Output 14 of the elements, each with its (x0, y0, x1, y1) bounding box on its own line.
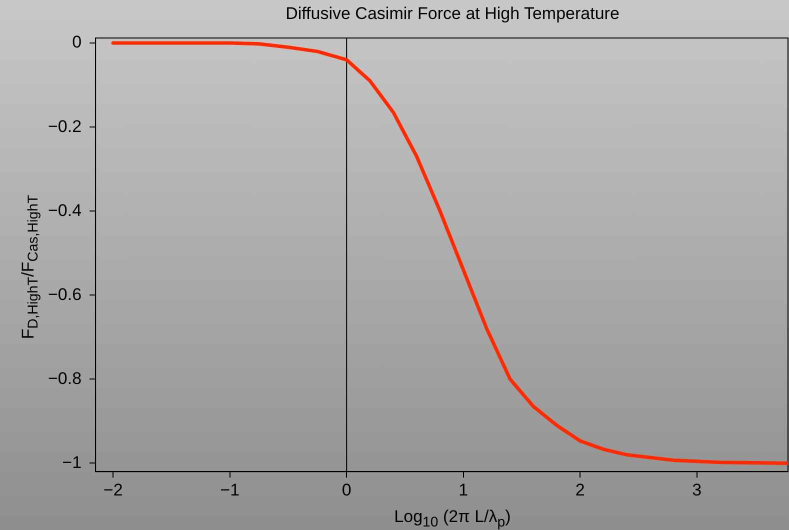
x-tick-label: −1 (220, 480, 240, 500)
y-tick-label: −0.8 (48, 368, 82, 388)
x-tick-label: −2 (103, 480, 123, 500)
y-tick-label: −0.6 (48, 284, 82, 304)
x-tick-label: 0 (342, 480, 352, 500)
x-tick-label: 2 (575, 480, 585, 500)
x-tick-label: 3 (692, 480, 702, 500)
y-tick-label: −1 (62, 452, 82, 472)
x-axis-title: Log$_{10}$ (2π L/λ$_{p}$) (393, 506, 512, 530)
y-tick-label: −0.2 (48, 116, 82, 136)
y-tick-label: −0.4 (48, 200, 82, 220)
chart-title: Diffusive Casimir Force at High Temperature (284, 4, 620, 24)
y-tick-label: 0 (72, 32, 82, 52)
x-tick-label: 1 (458, 480, 468, 500)
